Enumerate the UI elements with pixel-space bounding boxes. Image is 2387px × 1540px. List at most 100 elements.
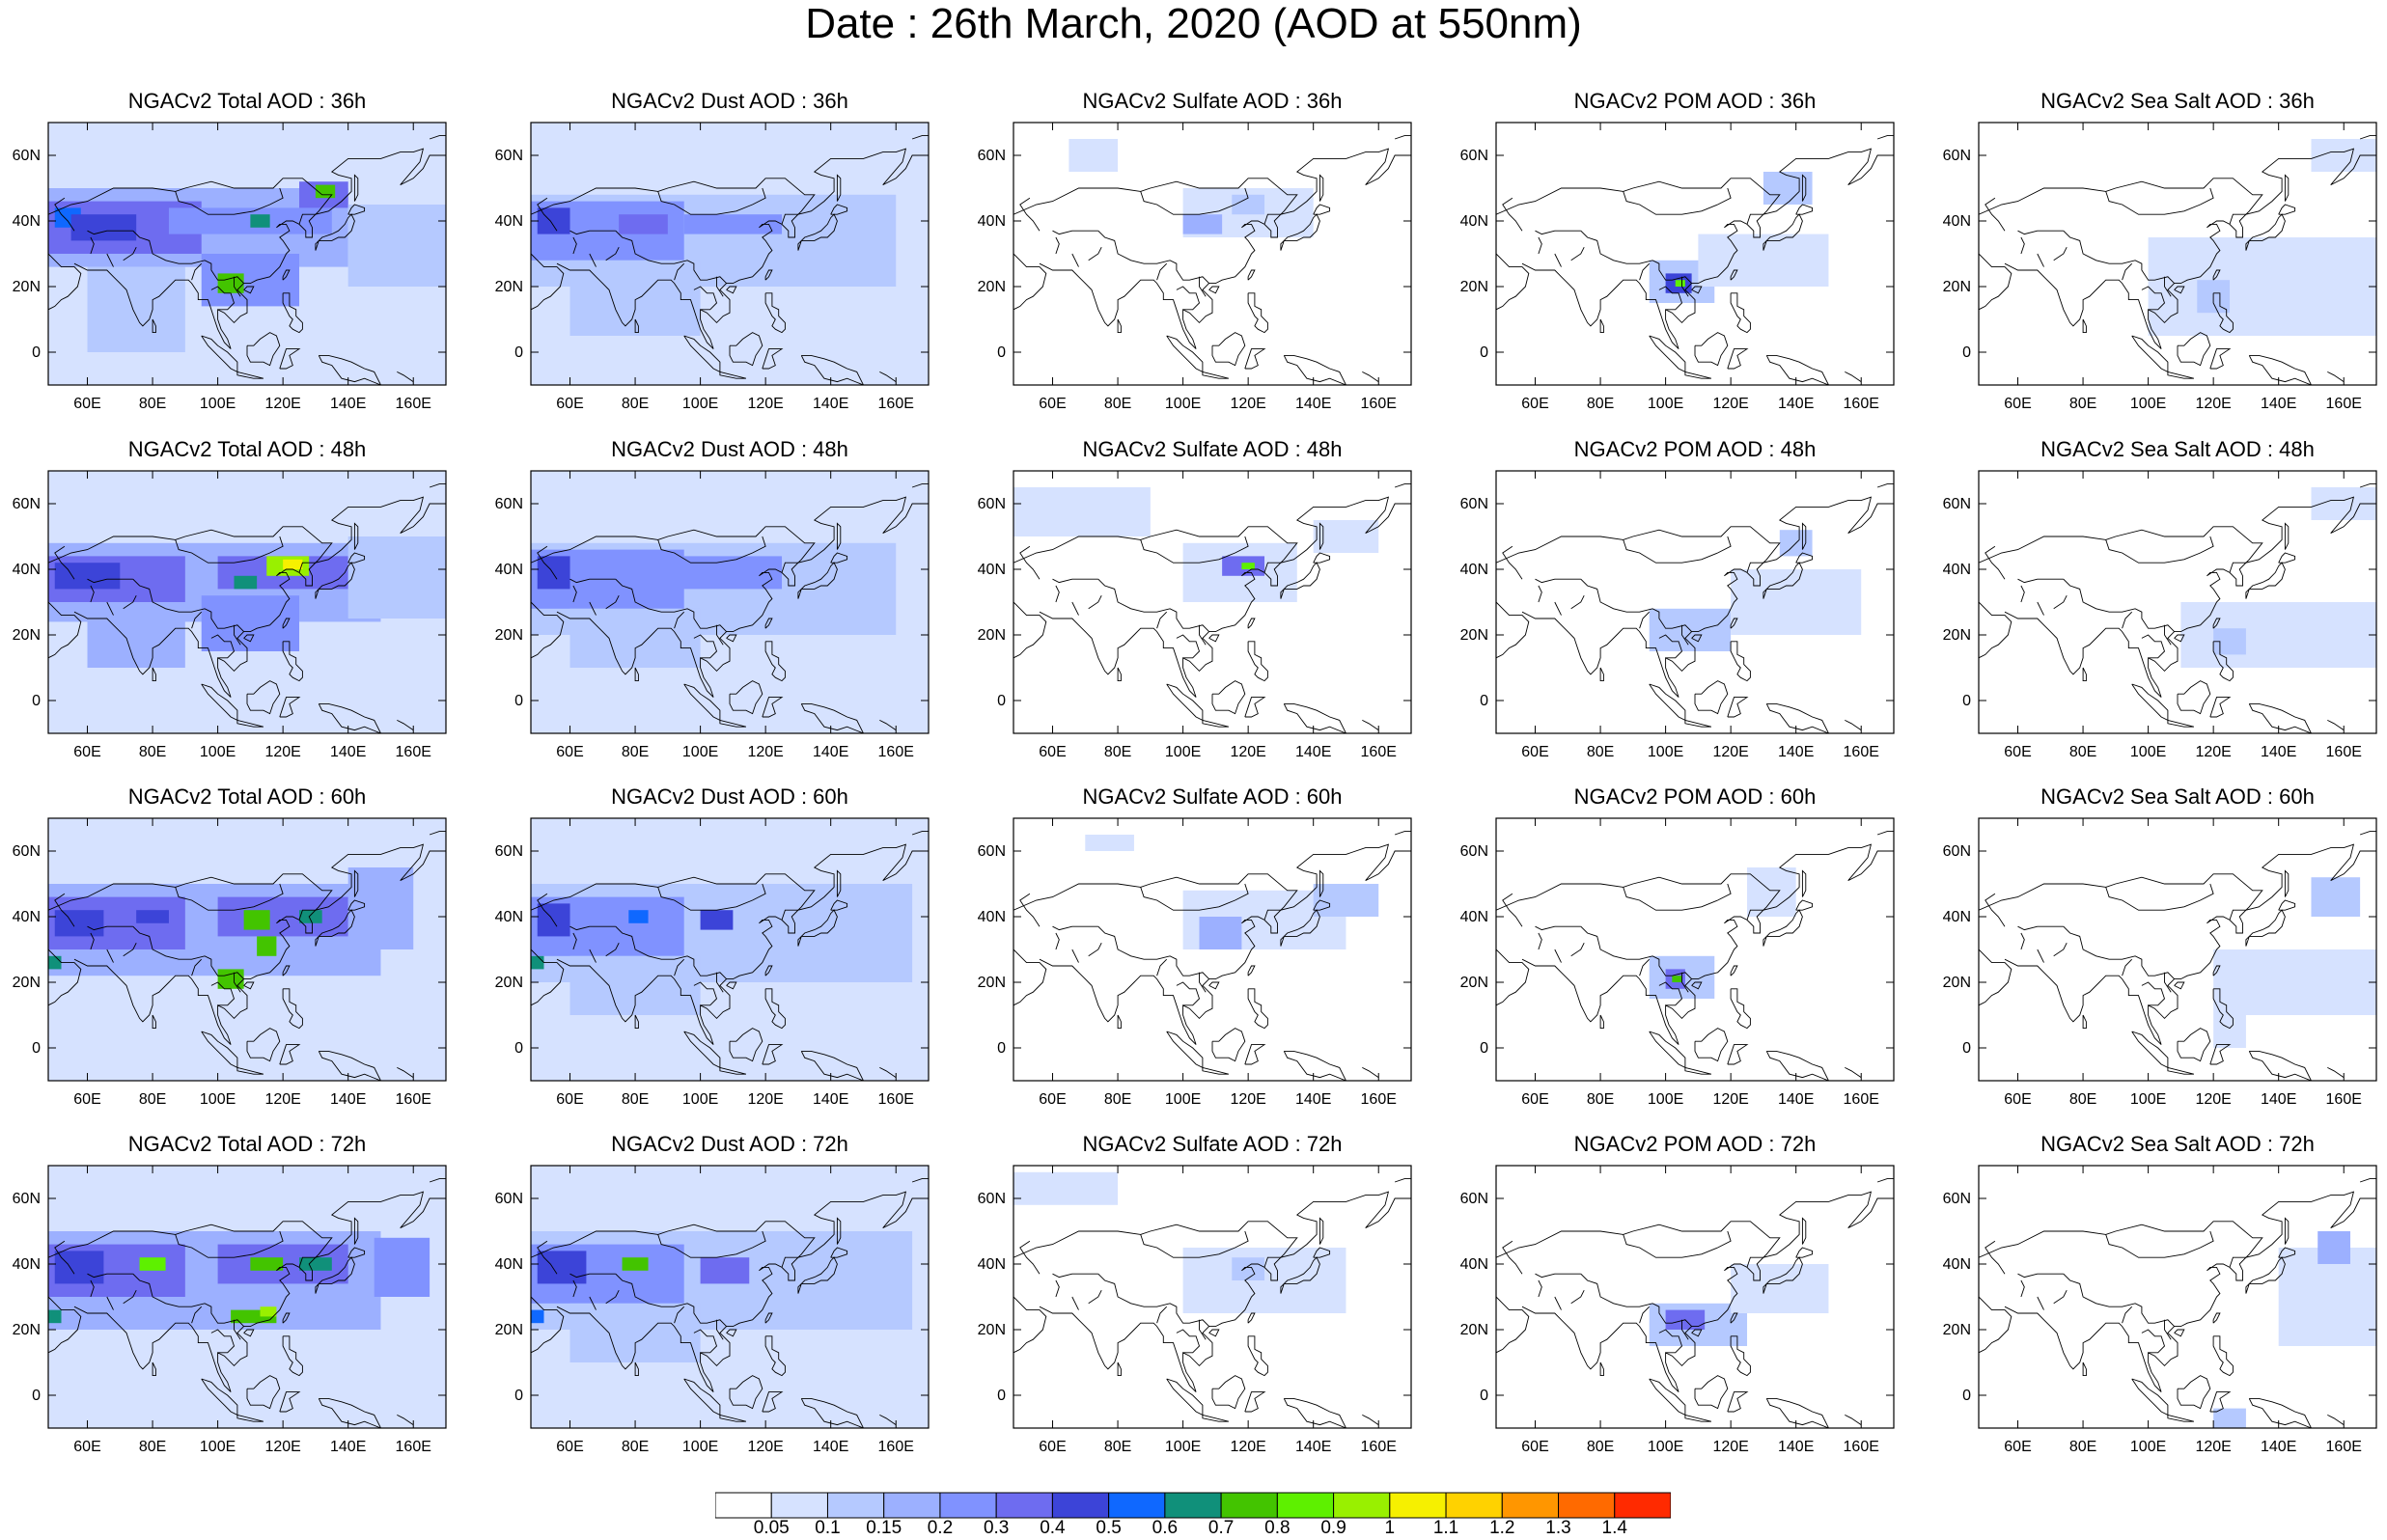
colorbar-swatch — [1276, 1492, 1335, 1519]
coastline — [1247, 988, 1268, 1030]
map-plot: 60E 80E 100E 120E 140E 160E 0 20N 40N 60N — [495, 1165, 930, 1455]
coastline — [1684, 1414, 1712, 1422]
aod-region — [1731, 1264, 1829, 1313]
coastline — [726, 634, 737, 643]
coastline — [234, 624, 241, 646]
y-tick-label: 40N — [495, 213, 523, 230]
y-tick-label: 60N — [1943, 843, 1971, 860]
coastline — [1280, 213, 1320, 251]
y-tick-label: 60N — [978, 1191, 1006, 1207]
coastline — [2278, 1247, 2296, 1258]
coastline — [2004, 148, 2376, 349]
coastline — [1554, 949, 1562, 963]
coastline — [2327, 371, 2345, 382]
coastline — [210, 286, 236, 311]
x-tick-label: 60E — [73, 744, 100, 760]
coastline — [634, 667, 639, 682]
coastline — [781, 1256, 798, 1268]
map-frame — [47, 470, 447, 734]
coastline — [911, 1178, 929, 1183]
map-frame — [1495, 1165, 1895, 1429]
coastline — [693, 1329, 718, 1354]
coastline — [315, 909, 355, 947]
colorbar-swatch — [1501, 1492, 1560, 1519]
figure-title: Date : 26th March, 2020 (AOD at 550nm) — [805, 0, 1582, 47]
coastline — [2004, 843, 2376, 1045]
coastline — [1502, 893, 1523, 927]
coastline — [1649, 1378, 1686, 1416]
y-tick-label: 60N — [495, 843, 523, 860]
y-tick-label: 40N — [13, 1256, 41, 1273]
coastline — [2053, 942, 2068, 957]
y-tick-label: 40N — [1460, 562, 1488, 578]
coastline — [1394, 483, 1411, 488]
coastline — [1283, 354, 1347, 385]
aod-field — [1979, 135, 2376, 385]
aod-field — [1013, 483, 1411, 733]
coastline — [797, 1256, 838, 1294]
x-tick-label: 80E — [1587, 1439, 1614, 1455]
x-tick-label: 160E — [1844, 1439, 1879, 1455]
map-frame — [47, 1165, 447, 1429]
coastline — [87, 578, 133, 584]
x-tick-label: 80E — [622, 396, 649, 412]
coastline — [48, 1221, 333, 1258]
y-tick-label: 40N — [1943, 1256, 1971, 1273]
x-tick-label: 80E — [1104, 1439, 1131, 1455]
coastline — [1318, 174, 1324, 202]
coastline — [1013, 873, 1298, 911]
y-tick-label: 0 — [1480, 344, 1488, 361]
aod-region — [250, 1257, 284, 1271]
coastline — [1979, 253, 2012, 311]
coastline — [797, 562, 838, 599]
x-tick-label: 160E — [396, 1091, 431, 1108]
coastline — [729, 1028, 763, 1062]
y-tick-label: 0 — [32, 693, 41, 709]
coastline — [2278, 552, 2296, 564]
coastline — [1097, 578, 1209, 632]
coastline — [531, 1296, 565, 1354]
aod-field — [48, 471, 446, 733]
coastline — [1211, 680, 1246, 715]
coastline — [429, 1178, 446, 1183]
coastline — [911, 135, 929, 140]
coastline — [537, 545, 558, 580]
x-tick-label: 60E — [1039, 396, 1066, 412]
coastline — [1845, 1414, 1862, 1425]
aod-region — [250, 214, 270, 228]
coastline — [2105, 536, 2214, 564]
x-tick-label: 100E — [682, 396, 718, 412]
panel-title: NGACv2 Dust AOD : 60h — [611, 784, 848, 809]
coastline — [318, 354, 382, 385]
coastline — [1762, 909, 1803, 947]
x-tick-label: 160E — [1361, 744, 1397, 760]
coastline — [2177, 680, 2211, 715]
aod-region — [1182, 214, 1223, 234]
aod-region — [374, 1237, 430, 1297]
coastline — [279, 348, 301, 370]
y-tick-label: 20N — [1460, 279, 1488, 295]
x-tick-label: 160E — [1361, 396, 1397, 412]
coastline — [764, 988, 786, 1030]
coastline — [1088, 594, 1102, 610]
aod-region — [1747, 867, 1796, 917]
coastline — [1313, 552, 1331, 564]
map-frame — [1495, 470, 1895, 734]
x-tick-label: 100E — [1648, 396, 1683, 412]
coastline — [2174, 981, 2185, 990]
coastline — [1496, 601, 1530, 659]
x-tick-label: 140E — [813, 1091, 848, 1108]
coastline — [1211, 332, 1246, 367]
coastline — [1208, 634, 1220, 643]
coastline — [2037, 253, 2044, 267]
coastline — [1156, 1306, 1168, 1324]
x-tick-label: 80E — [1104, 1091, 1131, 1108]
map-plot: 60E 80E 100E 120E 140E 160E 0 20N 40N 60N — [13, 470, 447, 760]
panel-title: NGACv2 Sea Salt AOD : 60h — [2040, 784, 2315, 809]
x-tick-label: 100E — [1648, 744, 1683, 760]
x-tick-label: 140E — [1778, 1439, 1814, 1455]
coastline — [1521, 1191, 1894, 1392]
coastline — [1746, 213, 1763, 225]
x-tick-label: 140E — [1778, 1091, 1814, 1108]
x-tick-label: 120E — [1712, 744, 1748, 760]
